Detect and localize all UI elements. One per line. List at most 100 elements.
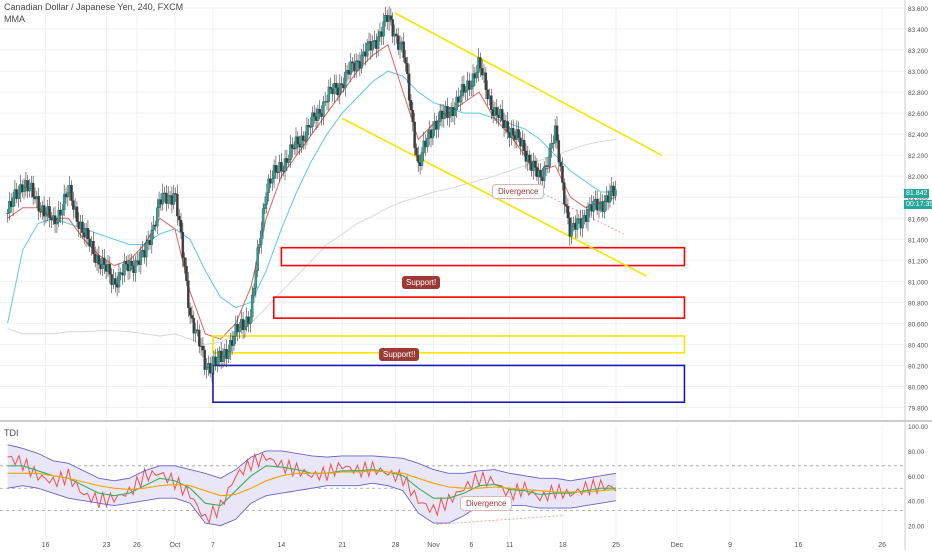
candle [289,135,292,169]
candle-body [8,201,11,214]
candle-body [309,126,312,128]
tdi-series-3 [7,470,617,497]
candle [517,121,520,143]
study-name: MMA [4,14,25,24]
candle-body [389,15,393,20]
candle-body [415,147,418,156]
candle [203,345,206,376]
candle [511,119,515,141]
candle-body [533,160,537,168]
candle-body [62,193,66,211]
candle-body [283,158,287,172]
candle-body [188,307,192,316]
candle [559,154,562,172]
tdi-tick-label: 20.00 [908,524,925,531]
candle-body [564,204,568,207]
candle-body [37,196,40,212]
ma-fast-line [7,44,617,340]
candle [134,255,137,282]
price-tick-label: 83.600 [908,6,928,13]
candle-body [53,215,57,225]
candle-body [22,186,26,192]
candle-body [608,191,612,203]
candle [145,235,148,267]
support-label-1[interactable]: Support! [402,276,441,289]
candle [455,90,458,118]
candle [81,214,84,239]
candle-body [402,41,405,58]
price-tick-label: 81.400 [908,237,928,244]
price-tick-label: 80.800 [908,300,928,307]
candle [72,191,75,219]
candle [327,79,331,112]
candle-body [179,219,183,233]
candle-body [17,192,20,200]
candle-body [327,86,331,103]
candle-body [597,203,601,211]
price-tick-label: 82.200 [908,153,928,160]
candle [254,261,258,298]
candle [249,308,252,333]
candle-body [252,287,256,296]
moving-averages [7,44,617,345]
zone-red [272,296,686,319]
candle [548,143,551,173]
candle [44,207,48,223]
candle [608,183,612,208]
candle-body [480,68,484,76]
candle-body [185,265,188,281]
axes: 79.800 80.000 80.200 80.400 80.600 80.800 81.0… [42,0,928,550]
candle-body [563,182,566,205]
candle [420,146,424,171]
candle-body [398,43,402,50]
divergence-label-price[interactable]: Divergence [492,184,545,199]
candle [415,143,418,161]
candle-body [340,83,343,85]
candle-body [409,100,413,111]
candle-body [26,180,29,192]
candle [365,38,369,62]
candle [70,180,73,206]
candle [566,198,570,225]
candle [407,64,411,107]
candle-body [561,166,564,183]
candle [287,154,290,168]
candle-body [150,229,154,245]
candle [283,149,287,181]
candle [276,165,279,180]
candle-body [103,257,106,265]
candle-body [61,209,64,216]
candle-body [539,170,542,178]
candle-body [166,195,170,204]
candle-body [376,36,380,49]
candle-body [431,129,435,139]
candle-body [130,260,133,266]
price-tick-label: 82.400 [908,132,928,139]
divergence-label-osc[interactable]: Divergence [460,496,513,511]
price-tick-label: 81.200 [908,258,928,265]
candle [495,98,499,125]
candle-body [318,108,321,114]
candle-body [354,60,358,72]
candle-body [187,280,190,308]
candle-body [448,115,451,118]
date-tick-label: 18 [559,542,567,549]
candle [575,209,579,239]
candle-body [382,21,385,37]
candle-body [459,95,462,103]
candle [382,13,385,45]
candle [533,155,537,176]
candle-body [181,231,185,258]
candle-body [442,113,446,119]
candle-body [307,125,311,127]
candle [156,198,159,235]
support-label-2[interactable]: Support!! [379,348,420,361]
countdown-tag: 00:17:35 [904,200,932,209]
candle [542,161,546,189]
candle [274,155,278,179]
candle [486,80,489,106]
candle [468,72,471,97]
candle [179,212,183,239]
